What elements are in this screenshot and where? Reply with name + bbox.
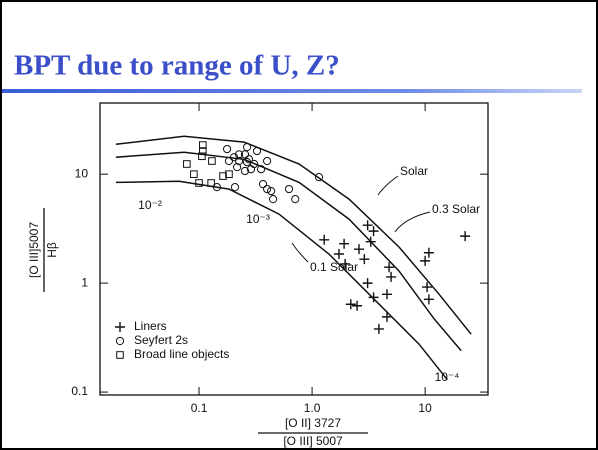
plus-marker: [420, 255, 431, 266]
plus-marker: [373, 323, 384, 334]
x-tick-label: 0.1: [191, 401, 208, 415]
square-marker: [190, 170, 198, 178]
title-rule: [2, 89, 582, 93]
circle-marker: [242, 143, 252, 152]
plus-marker: [422, 282, 433, 293]
plus-marker: [345, 299, 356, 310]
circle-marker: [222, 144, 232, 154]
plus-marker: [362, 278, 373, 289]
y-tick-label: 10: [75, 166, 89, 180]
square-marker: [199, 147, 207, 155]
circle-marker: [256, 165, 266, 174]
y-axis-label: [O III]5007 Hβ: [27, 208, 59, 292]
square-marker: [198, 152, 206, 161]
plus-marker: [460, 231, 471, 242]
circle-marker: [240, 150, 250, 159]
legend-symbol: [116, 351, 124, 359]
y-axis-label-part: [O III]5007: [27, 222, 41, 278]
square-marker: [195, 179, 203, 187]
plus-marker: [365, 236, 376, 247]
plus-marker: [362, 220, 373, 231]
plot-frame: [99, 102, 489, 396]
square-marker: [225, 170, 233, 178]
y-tick-label: 0.1: [71, 384, 88, 398]
curve-arrow: [377, 175, 399, 196]
plus-marker: [333, 249, 344, 260]
plus-marker: [368, 226, 379, 237]
circle-marker: [252, 146, 262, 156]
x-axis-label: [O III] 5007: [283, 434, 343, 448]
circle-marker: [240, 166, 250, 176]
curve-arrow: [291, 242, 309, 263]
model-curve: [115, 180, 448, 381]
legend-label: Liners: [134, 319, 167, 333]
square-marker: [199, 141, 207, 149]
circle-marker: [224, 156, 234, 166]
plus-marker: [381, 311, 392, 322]
plus-marker: [340, 258, 351, 269]
annotation: 10⁻²: [138, 198, 162, 212]
plus-marker: [423, 247, 434, 258]
annotation: 10⁻⁴: [435, 370, 460, 384]
circle-marker: [230, 183, 240, 192]
circle-marker: [234, 156, 244, 166]
circle-marker: [242, 158, 252, 167]
curve-label: 0.3 Solar: [432, 202, 480, 216]
legend-symbol: [115, 336, 125, 346]
model-curve: [115, 135, 472, 335]
circle-marker: [258, 180, 268, 189]
x-tick-label: 1.0: [304, 401, 321, 415]
circle-marker: [212, 183, 222, 192]
circle-marker: [232, 163, 242, 172]
x-tick-label: 10: [418, 401, 432, 415]
plus-marker: [368, 292, 379, 303]
legend-symbol: [115, 322, 125, 332]
slide-title: BPT due to range of U, Z?: [14, 50, 340, 82]
circle-marker: [262, 156, 272, 166]
legend-label: Broad line objects: [134, 347, 229, 361]
plus-marker: [384, 262, 395, 273]
legend-label: Seyfert 2s: [134, 333, 188, 347]
circle-marker: [234, 150, 244, 159]
circle-marker: [268, 195, 278, 204]
circle-marker: [246, 165, 256, 174]
y-tick-label: 1: [81, 275, 88, 289]
plus-marker: [319, 234, 330, 245]
plus-marker: [423, 294, 434, 305]
plus-marker: [381, 289, 392, 300]
plus-marker: [339, 238, 350, 249]
x-axis-label: [O II] 3727: [285, 416, 341, 430]
square-marker: [219, 172, 227, 180]
plus-marker: [352, 300, 363, 311]
y-axis-label-part: Hβ: [45, 242, 59, 258]
square-marker: [207, 179, 215, 187]
square-marker: [183, 160, 191, 168]
curve-arrow: [394, 211, 431, 233]
plus-marker: [386, 271, 397, 282]
circle-marker: [262, 184, 272, 194]
circle-marker: [291, 195, 300, 204]
circle-marker: [284, 184, 294, 194]
model-curve: [115, 151, 462, 352]
square-marker: [208, 157, 216, 165]
circle-marker: [314, 172, 324, 182]
circle-marker: [266, 186, 276, 196]
plus-marker: [359, 254, 370, 265]
plus-marker: [353, 244, 364, 255]
annotation: 10⁻³: [246, 212, 270, 226]
curve-label: 0.1 Solar: [310, 260, 358, 274]
curve-label: Solar: [400, 164, 428, 178]
